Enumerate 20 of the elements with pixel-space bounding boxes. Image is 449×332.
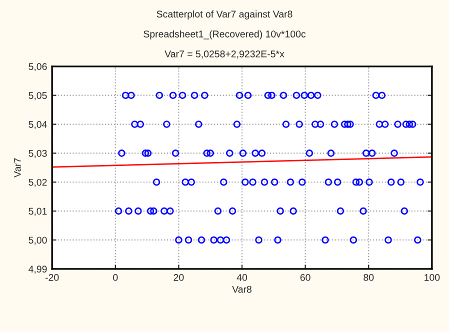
y-tick-label: 5,03 [28,150,47,158]
chart-title: Scatterplot of Var7 against Var8 [156,10,292,20]
x-tick-label: 100 [424,274,440,281]
y-tick-label: 5,05 [28,92,47,100]
x-tick-label: 80 [364,274,374,281]
chart-subtitle: Spreadsheet1_(Recovered) 10v*100c [144,30,306,40]
x-axis-title: Var8 [232,286,252,293]
x-tick-label: 40 [236,274,248,281]
y-tick-label: 5,02 [28,178,47,187]
y-tick-label: 5,01 [28,208,47,216]
y-tick-label: 4,99 [28,266,47,274]
y-tick-label: 5,00 [28,236,47,245]
x-tick-label: 20 [174,274,184,281]
text: Var7 = 5,0258+2,9232E-5*x [164,50,284,59]
y-tick-label: 5,04 [28,120,47,130]
x-tick-label: 60 [300,274,310,281]
y-tick-label: 5,06 [28,63,47,72]
y-axis-title: Var7 [14,158,21,178]
x-tick-label: 0 [113,274,118,281]
x-tick-label: -20 [45,274,59,281]
